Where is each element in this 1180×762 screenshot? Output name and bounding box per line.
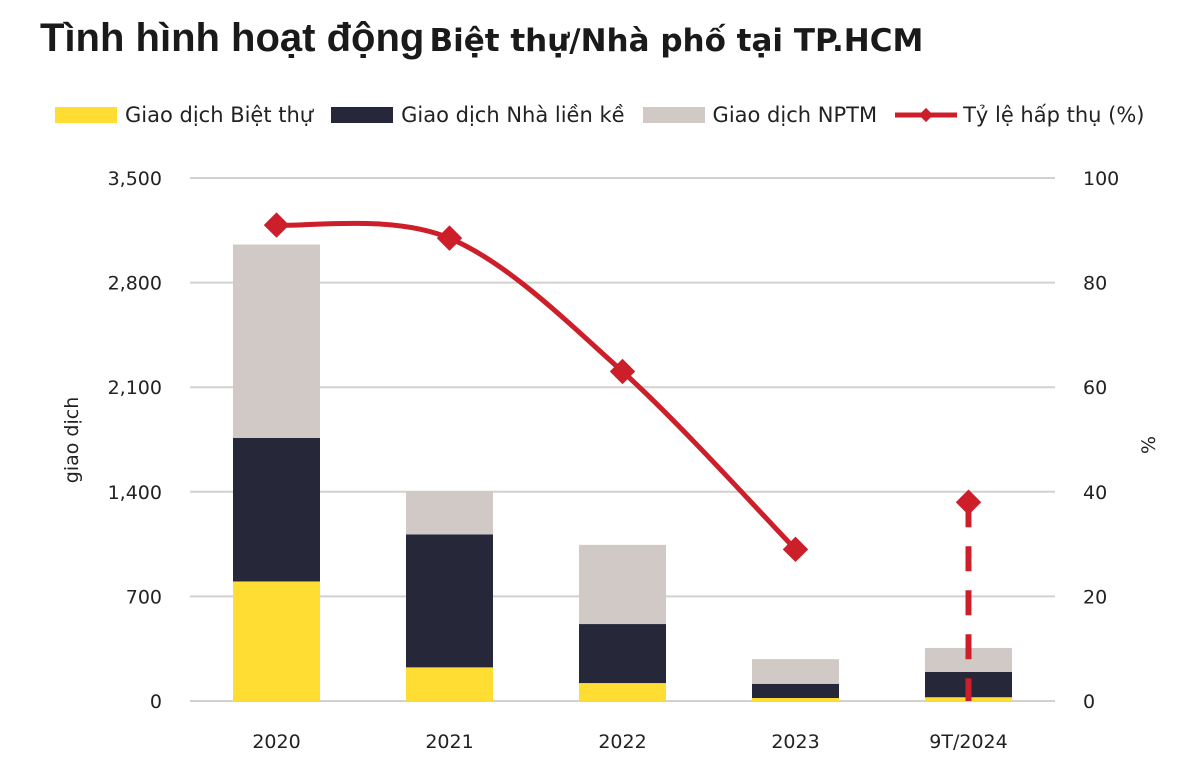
x-tick-label: 2022 — [598, 731, 646, 753]
legend-item-absorption: Tỷ lệ hấp thụ (%) — [895, 103, 1144, 127]
bar-segment — [233, 438, 320, 582]
x-tick-label: 2020 — [252, 731, 300, 753]
bar-segment — [406, 491, 493, 535]
absorption-line — [276, 220, 798, 552]
legend-line-swatch — [895, 107, 958, 123]
legend-label: Tỷ lệ hấp thụ (%) — [963, 103, 1145, 127]
y-tick-label: 0 — [150, 691, 162, 713]
absorption-marker — [436, 225, 463, 251]
bar-segment — [233, 244, 320, 439]
y2-tick-label: 40 — [1083, 482, 1107, 504]
bar-segment — [579, 624, 666, 684]
absorption-marker — [782, 536, 809, 563]
x-tick-label: 2023 — [771, 731, 819, 753]
legend-label: Giao dịch Nhà liền kề — [401, 103, 625, 127]
bar-segment — [406, 534, 493, 668]
absorption-marker — [955, 489, 982, 515]
legend-item-townhouse: Giao dịch Nhà liền kề — [331, 103, 625, 127]
title-main: Tình hình hoạt động — [40, 16, 425, 60]
y-tick-label: 2,100 — [108, 377, 162, 399]
x-tick-label: 9T/2024 — [929, 731, 1007, 753]
y-tick-label: 1,400 — [108, 482, 162, 504]
bar-segment — [579, 683, 666, 701]
legend-item-villa: Giao dịch Biệt thự — [55, 103, 313, 127]
y2-tick-label: 80 — [1083, 273, 1107, 295]
bar-segment — [233, 581, 320, 701]
y2-tick-label: 20 — [1083, 586, 1107, 608]
legend-swatch — [642, 107, 705, 123]
y2-axis-label: % — [1138, 436, 1160, 454]
bar-segment — [579, 544, 666, 625]
bar-segment — [925, 647, 1012, 672]
y2-tick-label: 0 — [1083, 691, 1095, 713]
bar-segment — [752, 659, 839, 684]
y-tick-label: 700 — [126, 586, 162, 608]
legend-item-shophouse: Giao dịch NPTM — [642, 103, 878, 127]
bar-segment — [752, 683, 839, 699]
absorption-marker — [609, 358, 636, 385]
y-tick-label: 2,800 — [108, 273, 162, 295]
legend: Giao dịch Biệt thự Giao dịch Nhà liền kề… — [55, 103, 1162, 127]
y2-tick-label: 100 — [1083, 168, 1119, 190]
x-tick-label: 2021 — [425, 731, 473, 753]
legend-label: Giao dịch NPTM — [712, 103, 878, 127]
y-axis-label: giao dịch — [61, 397, 83, 483]
legend-swatch — [55, 107, 117, 123]
legend-label: Giao dịch Biệt thự — [125, 103, 314, 127]
chart-title: Tình hình hoạt động Biệt thự/Nhà phố tại… — [40, 16, 923, 61]
bar-segment — [752, 698, 839, 701]
bar-segment — [406, 667, 493, 701]
y-tick-label: 3,500 — [108, 168, 162, 190]
absorption-marker — [263, 212, 290, 238]
legend-swatch — [331, 107, 394, 123]
title-sub: Biệt thự/Nhà phố tại TP.HCM — [429, 23, 924, 59]
y2-tick-label: 60 — [1083, 377, 1107, 399]
